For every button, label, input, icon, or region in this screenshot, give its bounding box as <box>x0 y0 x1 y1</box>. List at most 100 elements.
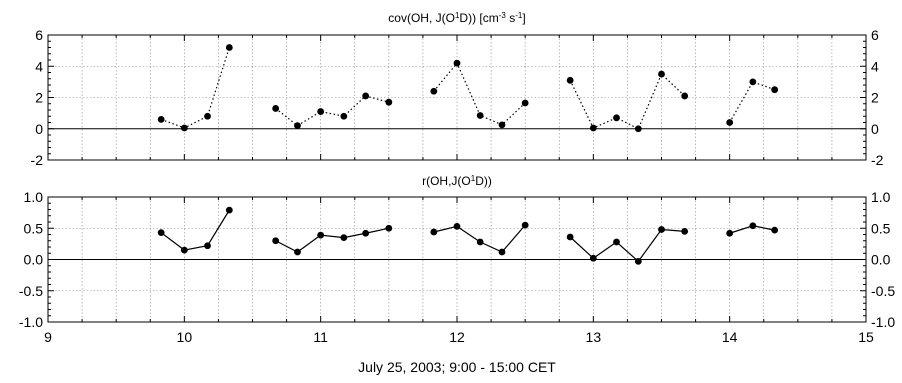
data-point <box>521 221 529 229</box>
data-point <box>157 229 165 237</box>
series-line-segment <box>275 95 389 127</box>
data-point <box>180 124 188 132</box>
data-point <box>385 98 393 106</box>
title-superscript: 1 <box>471 174 476 183</box>
data-point <box>294 122 301 130</box>
data-point <box>681 92 689 100</box>
data-point <box>340 234 348 242</box>
data-point <box>566 76 574 84</box>
y-tick-label-left: -2 <box>31 152 44 168</box>
data-point <box>521 99 529 107</box>
y-tick-label-right: 0.0 <box>871 252 891 268</box>
data-point <box>317 108 325 115</box>
y-tick-label-left: 0.0 <box>24 252 44 268</box>
series-line-segment <box>160 47 230 129</box>
title-part: r(OH,J(O <box>422 174 471 188</box>
x-tick-label: 14 <box>722 329 738 345</box>
series-line-segment <box>433 61 526 126</box>
data-point <box>362 92 370 100</box>
series-line-segment <box>275 227 389 253</box>
x-tick-label: 12 <box>449 329 465 345</box>
y-tick-label-left: 0 <box>35 121 43 137</box>
data-point <box>225 44 233 51</box>
data-point <box>589 124 597 132</box>
y-tick-label-left: 1.0 <box>24 189 44 205</box>
x-tick-label: 15 <box>858 329 874 345</box>
y-tick-label-left: 0.5 <box>24 220 44 236</box>
data-point <box>613 238 620 246</box>
data-point <box>294 248 301 256</box>
correlation-panel: -1.0 -1.0 -0.5 -0.5 0.0 0.0 0.5 0.5 1.0 1.0 r(OH,J… <box>19 174 895 346</box>
data-point <box>157 115 165 123</box>
x-tick-label: 9 <box>44 329 52 345</box>
panel-title: cov(OH, J(O1D)) [cm-3 s-1] <box>388 11 525 26</box>
data-point <box>385 224 393 232</box>
data-point <box>749 222 757 230</box>
data-point <box>204 112 211 120</box>
data-point <box>317 231 325 239</box>
y-tick-label-right: 2 <box>871 90 879 106</box>
data-point <box>771 86 779 94</box>
series-line-segment <box>160 209 230 251</box>
title-superscript: -1 <box>515 11 523 20</box>
data-point <box>726 119 734 126</box>
y-tick-label-left: 2 <box>35 90 43 106</box>
y-tick-label-right: -0.5 <box>871 283 895 299</box>
title-part: ] <box>522 11 525 25</box>
data-point <box>204 242 211 250</box>
data-point <box>613 114 620 122</box>
data-point <box>225 206 233 214</box>
data-point <box>658 70 665 78</box>
x-axis-label: July 25, 2003; 9:00 - 15:00 CET <box>358 359 556 375</box>
y-tick-label-left: 6 <box>35 27 43 43</box>
panel-title: r(OH,J(O1D)) <box>422 174 492 189</box>
data-point <box>362 229 370 237</box>
data-point <box>498 121 506 129</box>
y-tick-label-right: 0 <box>871 121 879 137</box>
cov-panel: -2 -2 0 0 2 2 4 4 6 6 cov(OH, J(O1D)) [cm-3 s-1] <box>31 11 884 169</box>
y-tick-label-right: 0.5 <box>871 220 891 236</box>
data-point <box>430 228 438 236</box>
series-line-segment <box>729 81 775 123</box>
series-line-segment <box>569 228 685 263</box>
data-point <box>681 227 689 235</box>
y-tick-label-left: -1.0 <box>19 314 43 330</box>
data-point <box>634 125 642 133</box>
data-point <box>658 226 665 233</box>
x-tick-label: 10 <box>177 329 193 345</box>
data-point <box>498 248 506 256</box>
y-tick-label-right: 6 <box>871 27 879 43</box>
title-superscript: -3 <box>499 11 507 20</box>
title-superscript: 1 <box>455 11 460 20</box>
data-point <box>771 226 779 234</box>
series-line-segment <box>569 73 686 130</box>
x-tick-label: 13 <box>586 329 602 345</box>
data-point <box>272 237 280 245</box>
y-tick-label-left: 4 <box>35 58 43 74</box>
data-point <box>634 257 642 265</box>
y-tick-label-right: 1.0 <box>871 189 891 205</box>
data-point <box>180 246 188 254</box>
data-point <box>430 87 438 95</box>
y-tick-label-left: -0.5 <box>19 283 43 299</box>
data-point <box>589 254 597 262</box>
data-point <box>566 233 574 241</box>
data-point <box>272 105 280 112</box>
data-point <box>726 229 734 237</box>
data-point <box>476 112 484 119</box>
data-point <box>453 59 461 67</box>
data-point <box>749 78 757 86</box>
x-tick-label: 11 <box>313 329 328 345</box>
y-tick-label-right: 4 <box>871 58 879 74</box>
series-line-segment <box>433 224 526 253</box>
title-part: D)) [cm <box>459 11 498 25</box>
y-tick-label-right: -2 <box>871 152 884 168</box>
title-part: s <box>506 11 515 25</box>
title-part: cov(OH, J(O <box>388 11 455 25</box>
data-point <box>476 238 484 246</box>
title-part: D)) <box>475 174 492 188</box>
data-point <box>453 222 461 230</box>
data-point <box>340 112 348 120</box>
y-tick-label-right: -1.0 <box>871 314 895 330</box>
